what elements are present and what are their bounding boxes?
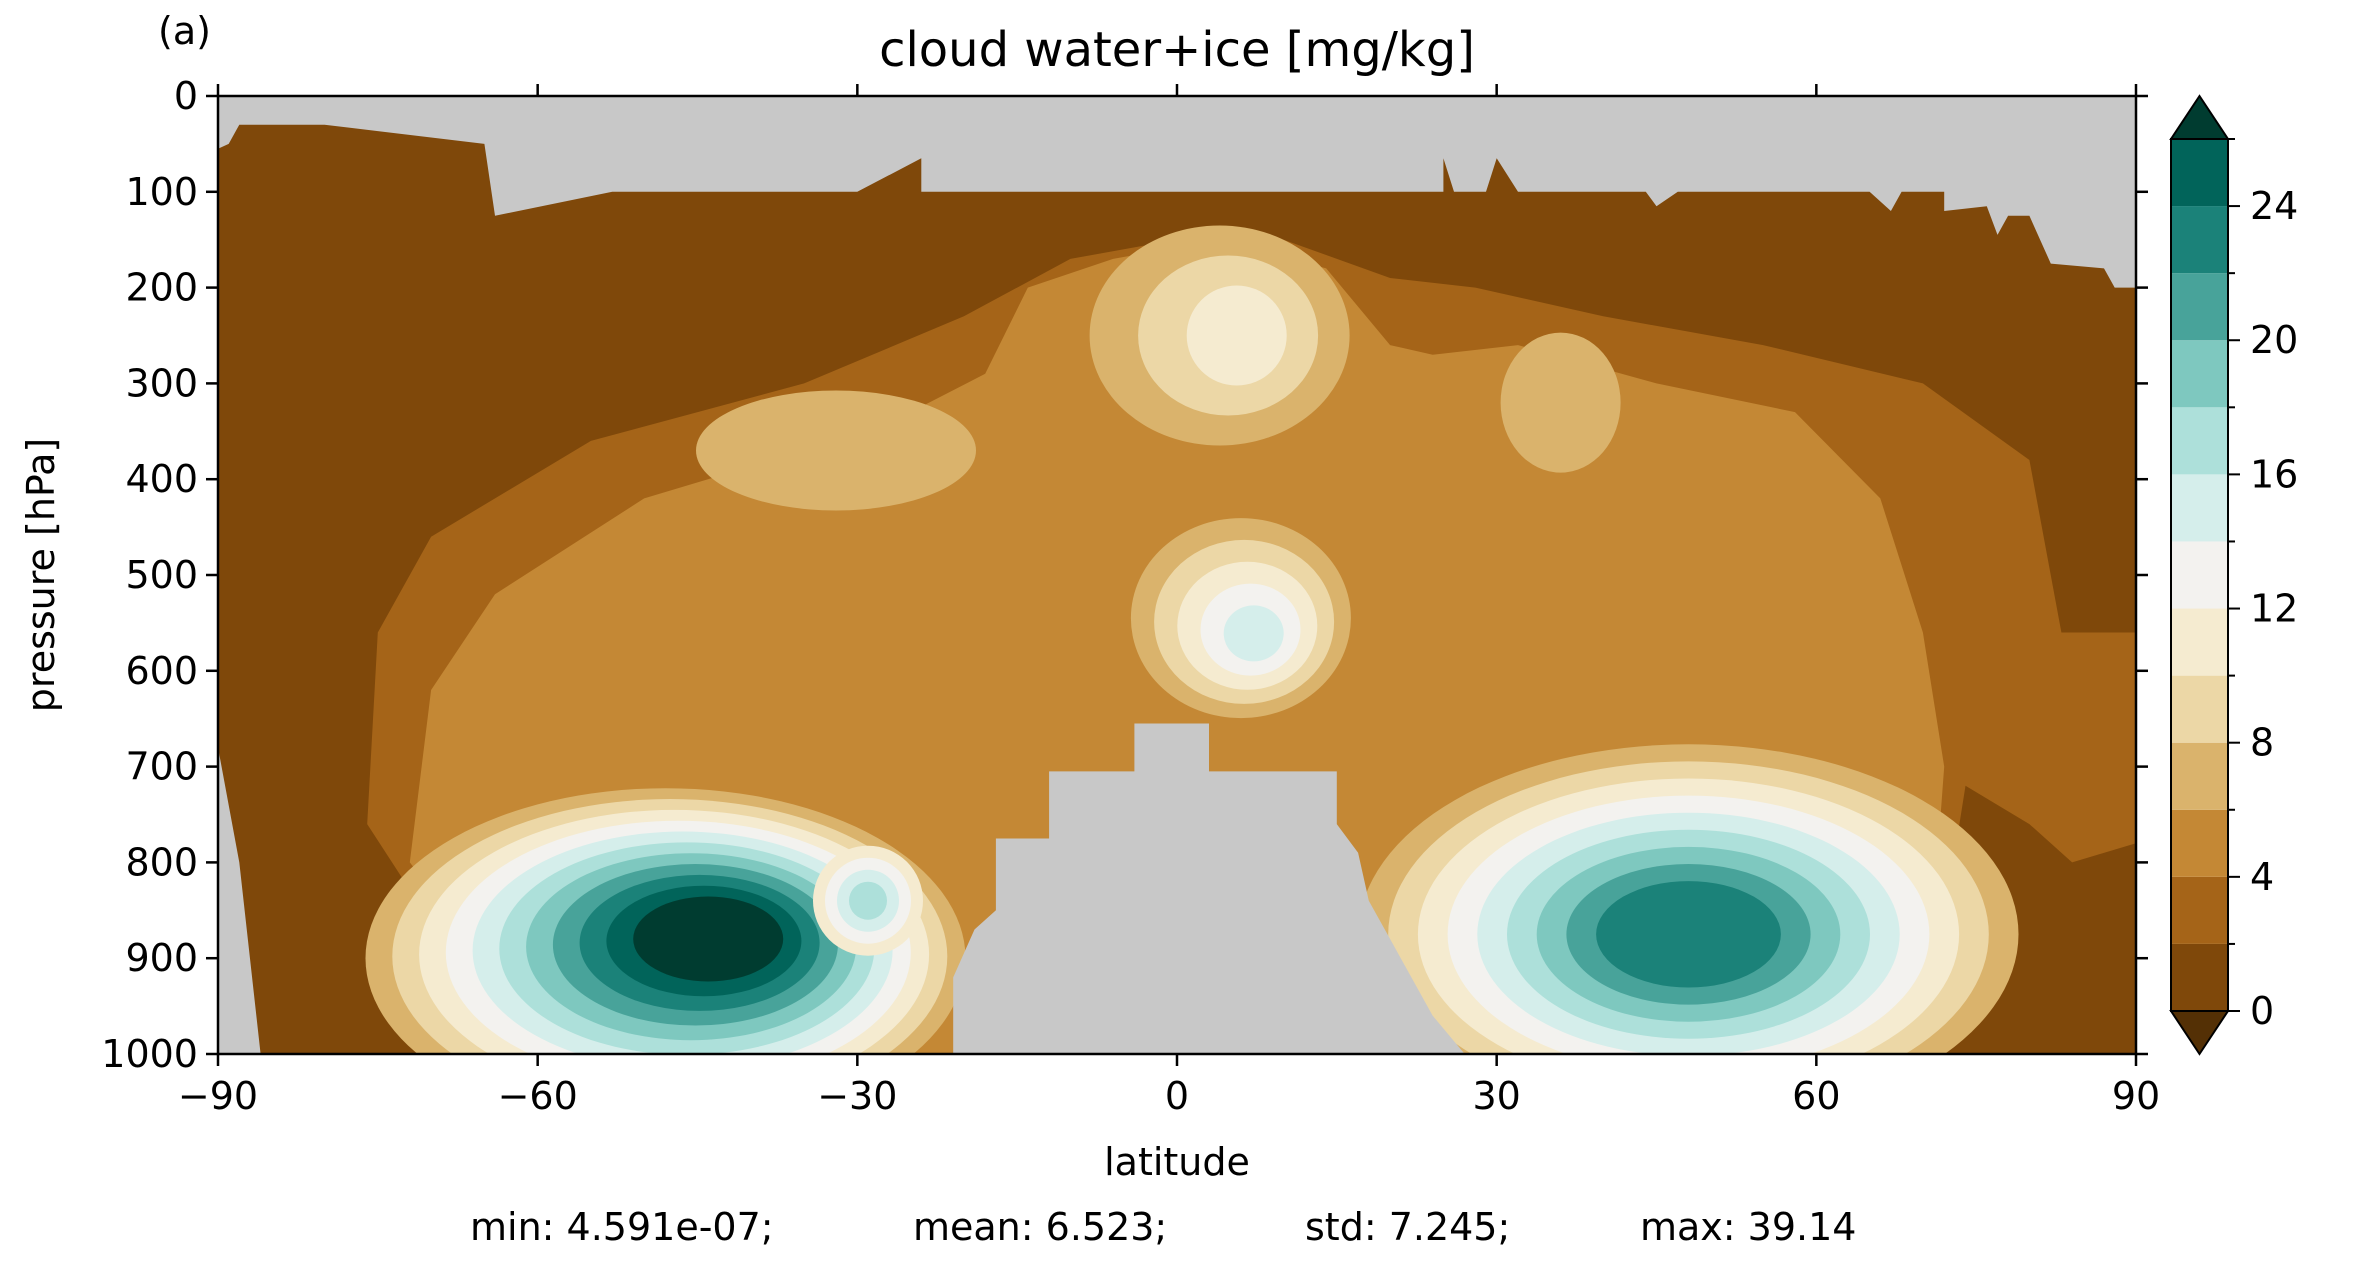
colorbar-tick-label: 0 (2250, 989, 2274, 1033)
colorbar-frame (2170, 138, 2229, 1012)
sh-upper-maximum (696, 390, 976, 511)
trop-mid-14 (1223, 605, 1284, 662)
y-tick: 900 (125, 936, 2148, 980)
y-tick: 0 (174, 74, 2148, 118)
y-tick-label: 300 (125, 361, 198, 405)
colorbar-segment (2171, 675, 2228, 743)
contour-field (218, 96, 2136, 1054)
colorbar-tick-label: 8 (2250, 721, 2274, 765)
y-tick: 700 (125, 745, 2148, 789)
x-axis-ticks: −90 −60 −30 0 30 60 90 (178, 84, 2160, 1118)
colorbar-segment (2171, 876, 2228, 944)
colorbar-tick-label: 24 (2250, 184, 2298, 228)
x-tick: −60 (498, 84, 578, 1118)
y-axis-label: pressure [hPa] (19, 438, 63, 712)
y-tick: 300 (125, 361, 2148, 405)
y-tick: 200 (125, 266, 2148, 310)
x-tick-label: 60 (1792, 1074, 1840, 1118)
y-tick-label: 800 (125, 840, 198, 884)
x-tick-label: −60 (498, 1074, 578, 1118)
y-tick-label: 200 (125, 266, 198, 310)
nh-upper-maximum (1500, 332, 1621, 473)
colorbar-segment (2171, 474, 2228, 542)
colorbar-tick-label: 4 (2250, 855, 2274, 899)
y-tick: 600 (125, 649, 2148, 693)
trop-upper-10 (1186, 285, 1287, 386)
x-tick: −30 (817, 84, 897, 1118)
x-tick-label: −90 (178, 1074, 258, 1118)
colorbar-tick-label: 16 (2250, 452, 2298, 496)
colorbar-tick-label: 12 (2250, 587, 2298, 631)
colorbar-segment (2171, 541, 2228, 609)
colorbar-segment (2171, 742, 2228, 810)
y-tick-label: 500 (125, 553, 198, 597)
colorbar: 0 4 8 12 16 20 24 (2169, 94, 2298, 1056)
colorbar-over-extension (2169, 94, 2230, 140)
y-tick-label: 1000 (101, 1032, 198, 1076)
statistics-line: min: 4.591e-07; mean: 6.523; std: 7.245;… (0, 1205, 2362, 1255)
stat-std: std: 7.245; (1305, 1205, 1511, 1249)
x-tick-label: 30 (1472, 1074, 1520, 1118)
y-tick: 400 (125, 457, 2148, 501)
x-tick: −90 (178, 84, 258, 1118)
colorbar-segment (2171, 809, 2228, 877)
x-tick-label: 0 (1165, 1074, 1189, 1118)
panel-label: (a) (158, 9, 211, 53)
colorbar-under-extension (2169, 1010, 2230, 1056)
y-tick-label: 700 (125, 745, 198, 789)
y-tick-label: 100 (125, 170, 198, 214)
x-tick: 90 (2112, 84, 2160, 1118)
colorbar-segment (2171, 608, 2228, 676)
stat-max: max: 39.14 (1640, 1205, 1857, 1249)
stratosphere-mask (218, 96, 2136, 288)
y-tick-label: 0 (174, 74, 198, 118)
x-axis-label: latitude (1104, 1140, 1250, 1184)
colorbar-tick-label: 20 (2250, 318, 2298, 362)
colorbar-segment (2171, 273, 2228, 341)
x-tick: 30 (1472, 84, 1521, 1118)
nh-contour-22 (1596, 881, 1781, 988)
y-tick-label: 900 (125, 936, 198, 980)
sh-secondary-16 (849, 881, 887, 920)
y-tick: 1000 (101, 1032, 2148, 1076)
y-tick-label: 600 (125, 649, 198, 693)
x-tick-label: 90 (2112, 1074, 2160, 1118)
colorbar-segment (2171, 139, 2228, 207)
chart-title: cloud water+ice [mg/kg] (879, 22, 1475, 78)
missing-data-mask (218, 96, 2136, 1054)
sh-contour-26 (633, 896, 784, 982)
y-tick-label: 400 (125, 457, 198, 501)
x-tick-label: −30 (817, 1074, 897, 1118)
y-tick: 800 (125, 840, 2148, 884)
colorbar-segment (2171, 206, 2228, 274)
colorbar-segment (2171, 407, 2228, 475)
x-tick: 60 (1792, 84, 1841, 1118)
y-axis-ticks: 0 100 200 300 400 500 600 700 800 900 1000 (101, 74, 2148, 1076)
x-tick: 0 (1165, 84, 1189, 1118)
stat-min: min: 4.591e-07; (470, 1205, 774, 1249)
colorbar-segment (2171, 943, 2228, 1011)
y-tick: 100 (125, 170, 2148, 214)
topography-mask (218, 723, 2136, 1054)
y-tick: 500 (125, 553, 2148, 597)
colorbar-segment (2171, 340, 2228, 408)
stat-mean: mean: 6.523; (913, 1205, 1168, 1249)
polar-south-mask (218, 723, 261, 1054)
